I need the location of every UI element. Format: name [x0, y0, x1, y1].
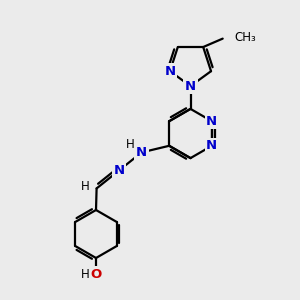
Text: N: N: [206, 115, 218, 128]
Text: N: N: [136, 146, 147, 159]
Text: H: H: [81, 180, 90, 193]
Text: H: H: [81, 268, 90, 281]
Text: N: N: [206, 139, 218, 152]
Text: H: H: [126, 137, 135, 151]
Text: N: N: [113, 164, 125, 177]
Text: N: N: [185, 80, 196, 93]
Text: O: O: [90, 268, 102, 281]
Text: CH₃: CH₃: [234, 31, 256, 44]
Text: N: N: [164, 65, 175, 78]
